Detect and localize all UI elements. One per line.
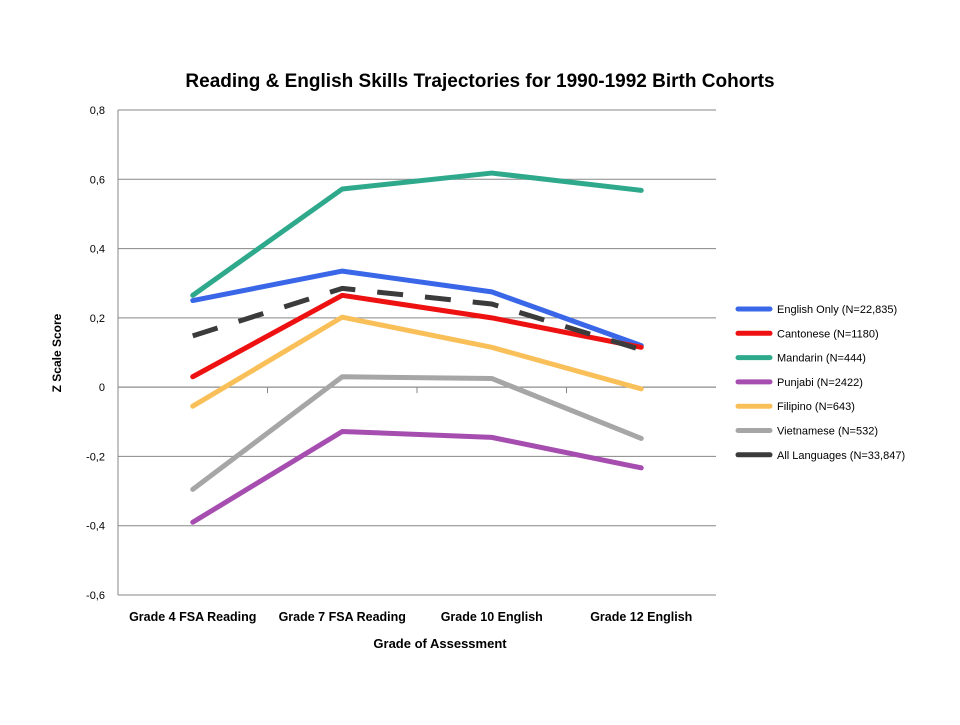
series-line: [190, 268, 644, 349]
legend-label: English Only (N=22,835): [777, 304, 897, 316]
x-tick-label: Grade 12 English: [590, 610, 692, 624]
x-axis-label: Grade of Assessment: [373, 636, 507, 651]
x-tick-label: Grade 10 English: [441, 610, 543, 624]
y-tick-label: -0,6: [86, 590, 105, 602]
y-tick-label: 0,2: [90, 313, 105, 325]
y-tick-label: 0,6: [90, 174, 105, 186]
legend-label: Vietnamese (N=532): [777, 426, 878, 438]
y-axis-ticks: 0,8 0,6 0,4 0,2 0 -0,2 -0,4 -0,6: [86, 105, 105, 602]
legend: English Only (N=22,835) Cantonese (N=1180…: [735, 304, 905, 462]
legend-label: All Languages (N=33,847): [777, 450, 905, 462]
series-line: [190, 170, 644, 298]
x-tick-label: Grade 7 FSA Reading: [279, 610, 406, 624]
legend-label: Mandarin (N=444): [777, 353, 866, 365]
y-tick-label: -0,4: [86, 521, 105, 533]
legend-label: Punjabi (N=2422): [777, 377, 863, 389]
series-line: [190, 314, 644, 409]
legend-label: Filipino (N=643): [777, 401, 855, 413]
series-line: [190, 428, 644, 525]
x-axis-ticks: Grade 4 FSA Reading Grade 7 FSA Reading Gr…: [129, 610, 692, 624]
plot-area: 0,8 0,6 0,4 0,2 0 -0,2 -0,4 -0,6 Grade 4 FSA Re…: [86, 105, 716, 624]
y-tick-label: 0,4: [90, 244, 105, 256]
axes: [117, 110, 716, 595]
chart-title: Reading & English Skills Trajectories fo…: [185, 71, 774, 92]
series-line: [190, 374, 644, 492]
series-line: [190, 292, 644, 380]
y-tick-label: -0,2: [86, 451, 105, 463]
y-axis-label: Z Scale Score: [50, 313, 64, 392]
legend-label: Cantonese (N=1180): [777, 328, 879, 340]
y-tick-label: 0,8: [90, 105, 105, 117]
series-line: [191, 285, 642, 353]
x-tick-label: Grade 4 FSA Reading: [129, 610, 256, 624]
y-tick-label: 0: [99, 382, 105, 394]
series-lines: [190, 170, 644, 525]
